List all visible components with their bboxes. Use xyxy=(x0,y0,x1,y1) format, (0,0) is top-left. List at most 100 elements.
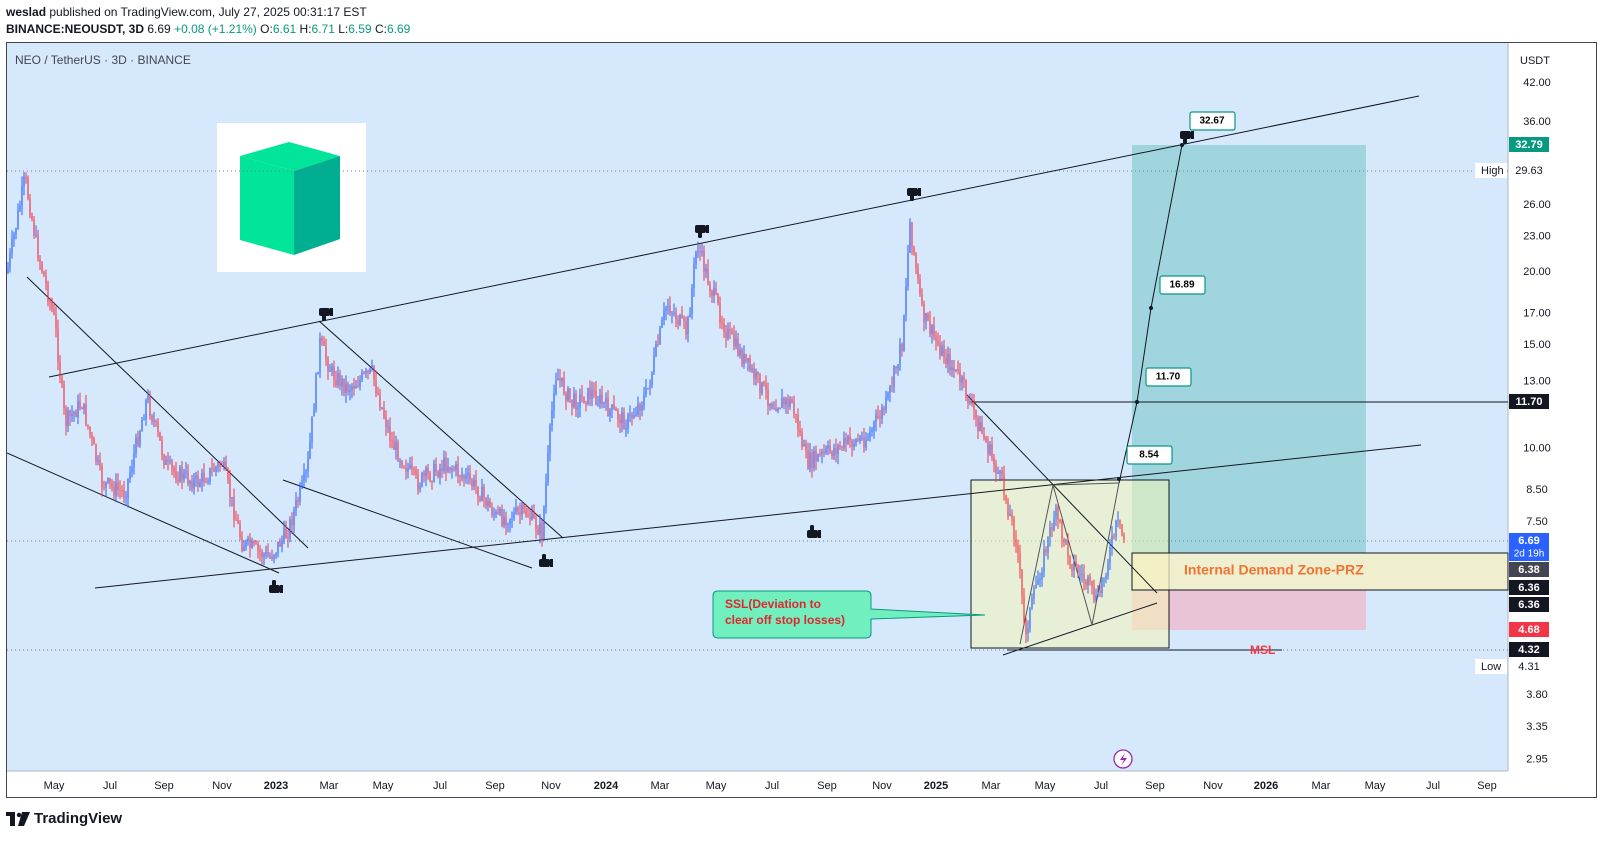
candle-body xyxy=(257,543,259,551)
price-axis[interactable]: USDT 42.00 36.00 26.00 23.00 20.00 17.00 15.00… xyxy=(1520,55,1551,766)
candle-body xyxy=(401,460,403,467)
candle-body xyxy=(73,411,75,414)
candle-body xyxy=(1087,576,1089,586)
candle-body xyxy=(325,345,327,360)
candle-body xyxy=(465,475,467,479)
side-label-bg xyxy=(1475,163,1507,178)
candle-body xyxy=(451,468,453,471)
candle-body xyxy=(169,461,171,463)
candle-body xyxy=(805,444,807,451)
candle-body xyxy=(261,552,263,558)
candle-body xyxy=(1091,580,1093,587)
candle-body xyxy=(809,452,811,469)
candle-body xyxy=(745,353,747,362)
candle-body xyxy=(1033,587,1035,598)
price-tags: 32.79 High 29.63 11.70 6.69 2d 19h 6.38 6.36 6.3… xyxy=(1475,137,1549,674)
candle-body xyxy=(71,413,73,417)
chart-title: NEO / TetherUS · 3D · BINANCE xyxy=(15,53,191,67)
low-label: L: xyxy=(338,22,349,36)
target-label-4: 32.67 xyxy=(1199,116,1224,127)
neo-logo xyxy=(217,123,366,272)
candle-body xyxy=(699,251,701,253)
y-tick-label: 20.00 xyxy=(1523,266,1551,278)
candle-body xyxy=(1061,521,1063,539)
candle-body xyxy=(195,475,197,479)
chart-header: weslad published on TradingView.com, Jul… xyxy=(0,0,1603,42)
price-tag-bg xyxy=(1509,597,1549,612)
candle-body xyxy=(221,465,223,467)
candle-body xyxy=(113,486,115,496)
candle-body xyxy=(985,437,987,443)
candle-body xyxy=(1117,519,1119,521)
candle-body xyxy=(773,407,775,409)
candle-body xyxy=(277,541,279,553)
candle-body xyxy=(403,466,405,468)
candle-body xyxy=(11,239,13,253)
ssl-callout: SSL(Deviation to clear off stop losses) xyxy=(712,590,986,639)
candle-body xyxy=(1051,527,1053,531)
candle-body xyxy=(1047,536,1049,553)
candle-body xyxy=(189,481,191,484)
candle-body xyxy=(383,407,385,418)
candle-body xyxy=(807,450,809,469)
price-change: +0.08 (+1.21%) xyxy=(174,22,257,36)
candle-body xyxy=(69,410,71,417)
candle-body xyxy=(661,319,663,328)
x-tick-label: Mar xyxy=(1312,780,1331,792)
time-axis[interactable]: May Jul Sep Nov 2023 Mar May Jul Sep Nov 2024 Mar Ma… xyxy=(44,780,1497,792)
candle-body xyxy=(539,523,541,535)
candle-body xyxy=(399,460,401,462)
candle-body xyxy=(409,464,411,469)
trendlines xyxy=(7,95,1508,656)
x-tick-label: 2025 xyxy=(924,780,948,792)
candle-body xyxy=(235,519,237,521)
candle-body xyxy=(555,380,557,394)
candle-body xyxy=(93,438,95,445)
candle-body xyxy=(577,407,579,410)
candle-body xyxy=(511,518,513,520)
x-tick-label: Nov xyxy=(212,780,232,792)
candle-body xyxy=(181,467,183,480)
candle-body xyxy=(715,288,717,295)
candle-body xyxy=(583,396,585,404)
candle-body xyxy=(737,338,739,356)
candle-body xyxy=(79,401,81,409)
candle-body xyxy=(567,388,569,401)
last-price: 6.69 xyxy=(147,22,171,36)
candle-body xyxy=(481,486,483,502)
candle-body xyxy=(205,481,207,483)
candle-body xyxy=(975,410,977,418)
x-tick-label: 2026 xyxy=(1254,780,1278,792)
candle-body xyxy=(327,359,329,372)
candle-body xyxy=(361,372,363,380)
lightning-icon[interactable] xyxy=(1113,749,1133,769)
candle-body xyxy=(1107,562,1109,576)
candle-body xyxy=(1001,470,1003,475)
candle-body xyxy=(1055,506,1057,520)
candle-body xyxy=(1083,573,1085,581)
chart-canvas[interactable]: NEO / TetherUS · 3D · BINANCE Internal D… xyxy=(7,43,1597,798)
candle-body xyxy=(87,424,89,427)
msl-label: MSL xyxy=(1250,643,1275,657)
candle-body xyxy=(299,486,301,502)
candle-body xyxy=(957,369,959,371)
tradingview-logo[interactable]: TradingView xyxy=(6,810,122,827)
candle-body xyxy=(879,417,881,419)
price-tag-label: 29.63 xyxy=(1515,165,1543,177)
candle-body xyxy=(1023,595,1025,620)
price-tag-label: 4.31 xyxy=(1518,661,1539,673)
candle-body xyxy=(831,451,833,456)
candle-body xyxy=(275,552,277,556)
candle-body xyxy=(857,439,859,441)
candle-body xyxy=(1123,534,1125,541)
candle-body xyxy=(295,500,297,511)
candle-body xyxy=(761,382,763,394)
candle-body xyxy=(983,433,985,438)
candle-body xyxy=(291,519,293,526)
publisher-name[interactable]: weslad xyxy=(6,5,47,19)
candle-body xyxy=(861,437,863,439)
chart-area[interactable]: NEO / TetherUS · 3D · BINANCE Internal D… xyxy=(6,42,1597,798)
high-label: H: xyxy=(299,22,312,36)
candle-body xyxy=(199,482,201,487)
candle-body xyxy=(733,333,735,347)
